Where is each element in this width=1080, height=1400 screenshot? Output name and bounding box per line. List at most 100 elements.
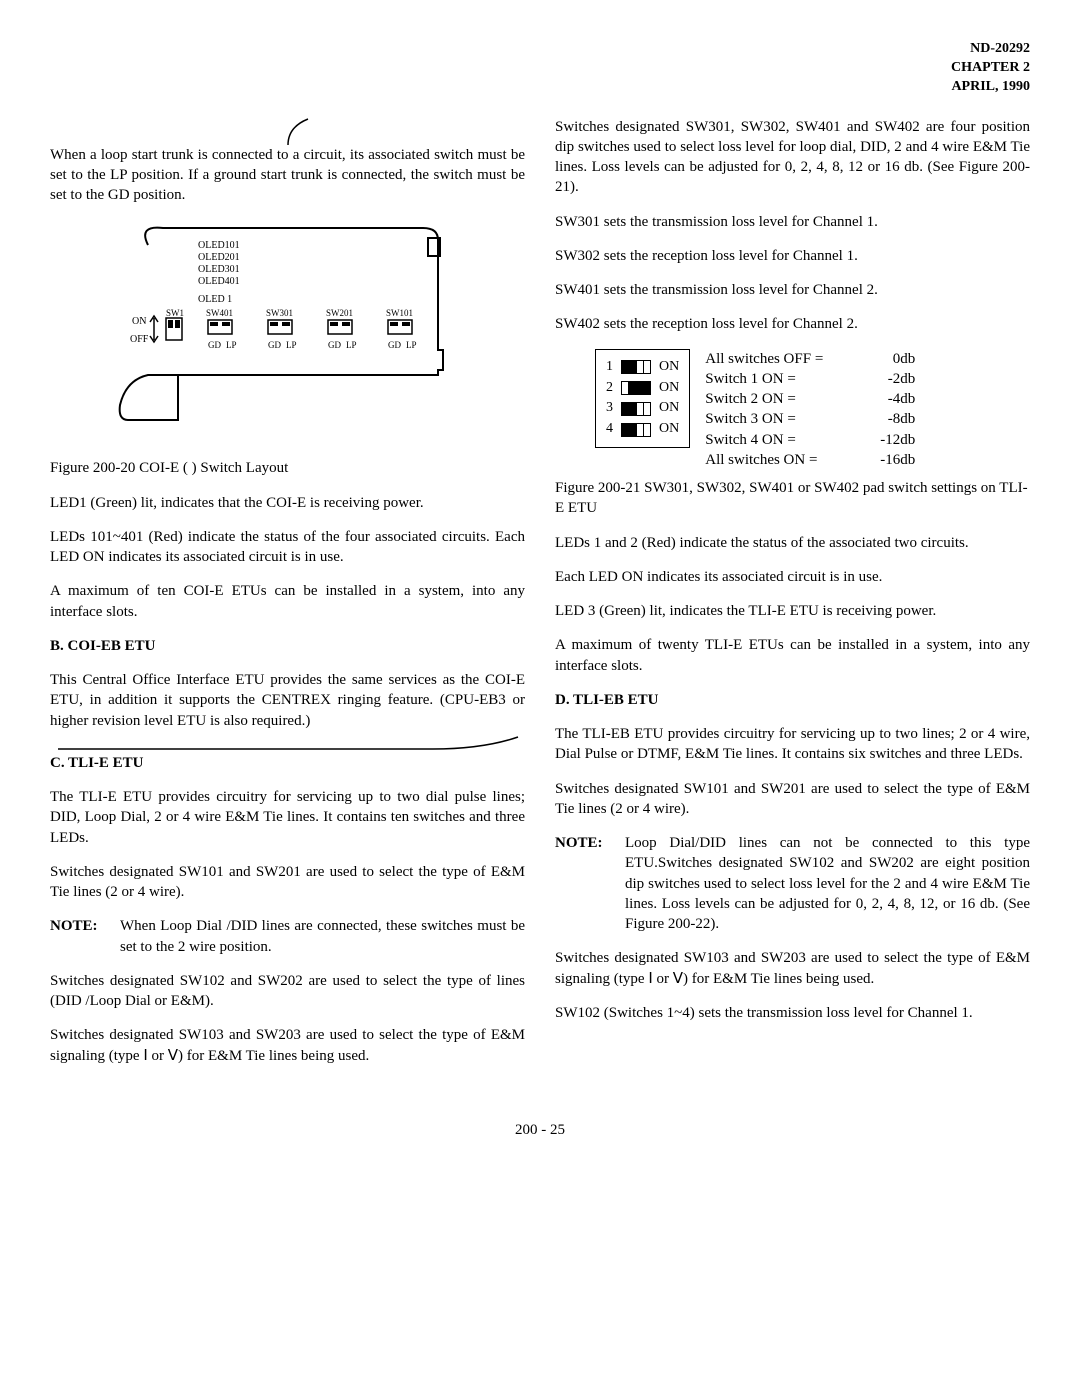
fig20-caption: Figure 200-20 COI-E ( ) Switch Layout [50,458,525,478]
right-p7: Each LED ON indicates its associated cir… [555,567,1030,587]
left-note: NOTE: When Loop Dial /DID lines are conn… [50,916,525,957]
lbl-oled201: OLED201 [198,252,240,263]
left-p1: When a loop start trunk is connected to … [50,145,525,206]
loss-v1: 0db [860,349,915,369]
lbl-oled301: OLED301 [198,264,240,275]
dip-row-2: 2 ON [606,379,679,398]
svg-text:LP: LP [406,340,417,350]
page-number: 200 - 25 [50,1120,1030,1140]
figure-200-20: OLED101 OLED201 OLED301 OLED401 OLED 1 O… [50,220,525,450]
doc-date: APRIL, 1990 [50,78,1030,97]
left-p2: LED1 (Green) lit, indicates that the COI… [50,493,525,513]
section-d-p3: Switches designated SW103 and SW203 are … [555,948,1030,989]
loss-v6: -16db [860,450,915,470]
svg-text:SW201: SW201 [326,308,353,318]
sw-block-301: SW301 GD LP [266,308,297,350]
dip-icon-3 [621,402,651,416]
lbl-sw1: SW1 [166,308,184,318]
lbl-oled401: OLED401 [198,276,240,287]
dip-icon-1 [621,360,651,374]
svg-text:GD: GD [388,340,401,350]
dip-num-2: 2 [606,379,613,398]
fig21-caption: Figure 200-21 SW301, SW302, SW401 or SW4… [555,478,1030,519]
lbl-on: ON [132,316,146,327]
loss-k2: Switch 1 ON = [705,369,860,389]
svg-text:SW401: SW401 [206,308,233,318]
right-p1: Switches designated SW301, SW302, SW401 … [555,117,1030,198]
note-body: When Loop Dial /DID lines are connected,… [120,916,525,957]
dip-row-1: 1 ON [606,358,679,377]
section-c-p4: Switches designated SW103 and SW203 are … [50,1025,525,1066]
dip-icon-4 [621,423,651,437]
section-d-head: D. TLI-EB ETU [555,690,1030,710]
loss-k6: All switches ON = [705,450,860,470]
svg-text:LP: LP [226,340,237,350]
right-p3: SW302 sets the reception loss level for … [555,246,1030,266]
left-column: When a loop start trunk is connected to … [50,117,525,1080]
section-c-p2: Switches designated SW101 and SW201 are … [50,862,525,903]
svg-text:LP: LP [286,340,297,350]
doc-id: ND-20292 [50,40,1030,59]
right-p8: LED 3 (Green) lit, indicates the TLI-E E… [555,601,1030,621]
figure-200-21: 1 ON 2 ON 3 ON 4 ON [595,349,1030,471]
svg-text:SW101: SW101 [386,308,413,318]
section-c-p3: Switches designated SW102 and SW202 are … [50,971,525,1012]
dip-on-2: ON [659,379,679,398]
loss-v2: -2db [860,369,915,389]
right-p4: SW401 sets the transmission loss level f… [555,280,1030,300]
loss-v4: -8db [860,409,915,429]
svg-text:LP: LP [346,340,357,350]
section-d-p4: SW102 (Switches 1~4) sets the transmissi… [555,1003,1030,1023]
dip-on-4: ON [659,420,679,439]
sw-block-201: SW201 GD LP [326,308,357,350]
left-p3: LEDs 101~401 (Red) indicate the status o… [50,527,525,568]
section-d-p2: Switches designated SW101 and SW201 are … [555,779,1030,820]
loss-v5: -12db [860,430,915,450]
loss-v3: -4db [860,389,915,409]
dip-on-3: ON [659,399,679,418]
note-label: NOTE: [50,916,120,957]
sw-block-101: SW101 GD LP [386,308,417,350]
loss-k1: All switches OFF = [705,349,860,369]
loss-k3: Switch 2 ON = [705,389,860,409]
section-b-head: B. COI-EB ETU [50,636,525,656]
loss-k5: Switch 4 ON = [705,430,860,450]
right-p5: SW402 sets the reception loss level for … [555,314,1030,334]
right-p6: LEDs 1 and 2 (Red) indicate the status o… [555,533,1030,553]
note-body-r: Loop Dial/DID lines can not be connected… [625,833,1030,934]
loss-table: All switches OFF =0db Switch 1 ON =-2db … [705,349,915,471]
doc-chapter: CHAPTER 2 [50,59,1030,78]
svg-text:GD: GD [208,340,221,350]
right-p9: A maximum of twenty TLI-E ETUs can be in… [555,635,1030,676]
svg-text:GD: GD [328,340,341,350]
swoop-divider [53,735,523,753]
right-note: NOTE: Loop Dial/DID lines can not be con… [555,833,1030,934]
dip-row-4: 4 ON [606,420,679,439]
section-d-p1: The TLI-EB ETU provides circuitry for se… [555,724,1030,765]
lbl-off: OFF [130,334,149,345]
left-p4: A maximum of ten COI-E ETUs can be insta… [50,581,525,622]
section-c-p1: The TLI-E ETU provides circuitry for ser… [50,787,525,848]
note-label-r: NOTE: [555,833,625,934]
svg-text:GD: GD [268,340,281,350]
lbl-oled1: OLED 1 [198,294,232,305]
lbl-oled101: OLED101 [198,240,240,251]
sw-block-401: SW401 GD LP [206,308,237,350]
loss-k4: Switch 3 ON = [705,409,860,429]
dip-switch-box: 1 ON 2 ON 3 ON 4 ON [595,349,690,449]
section-c-head: C. TLI-E ETU [50,753,525,773]
dip-on-1: ON [659,358,679,377]
right-column: Switches designated SW301, SW302, SW401 … [555,117,1030,1080]
coi-e-switch-layout-diagram: OLED101 OLED201 OLED301 OLED401 OLED 1 O… [88,220,488,450]
section-b-body: This Central Office Interface ETU provid… [50,670,525,731]
dip-icon-2 [621,381,651,395]
dip-num-3: 3 [606,399,613,418]
svg-text:SW301: SW301 [266,308,293,318]
top-curve-decor [58,117,518,147]
right-p2: SW301 sets the transmission loss level f… [555,212,1030,232]
dip-row-3: 3 ON [606,399,679,418]
two-column-body: When a loop start trunk is connected to … [50,117,1030,1080]
dip-num-1: 1 [606,358,613,377]
doc-header: ND-20292 CHAPTER 2 APRIL, 1990 [50,40,1030,97]
dip-num-4: 4 [606,420,613,439]
